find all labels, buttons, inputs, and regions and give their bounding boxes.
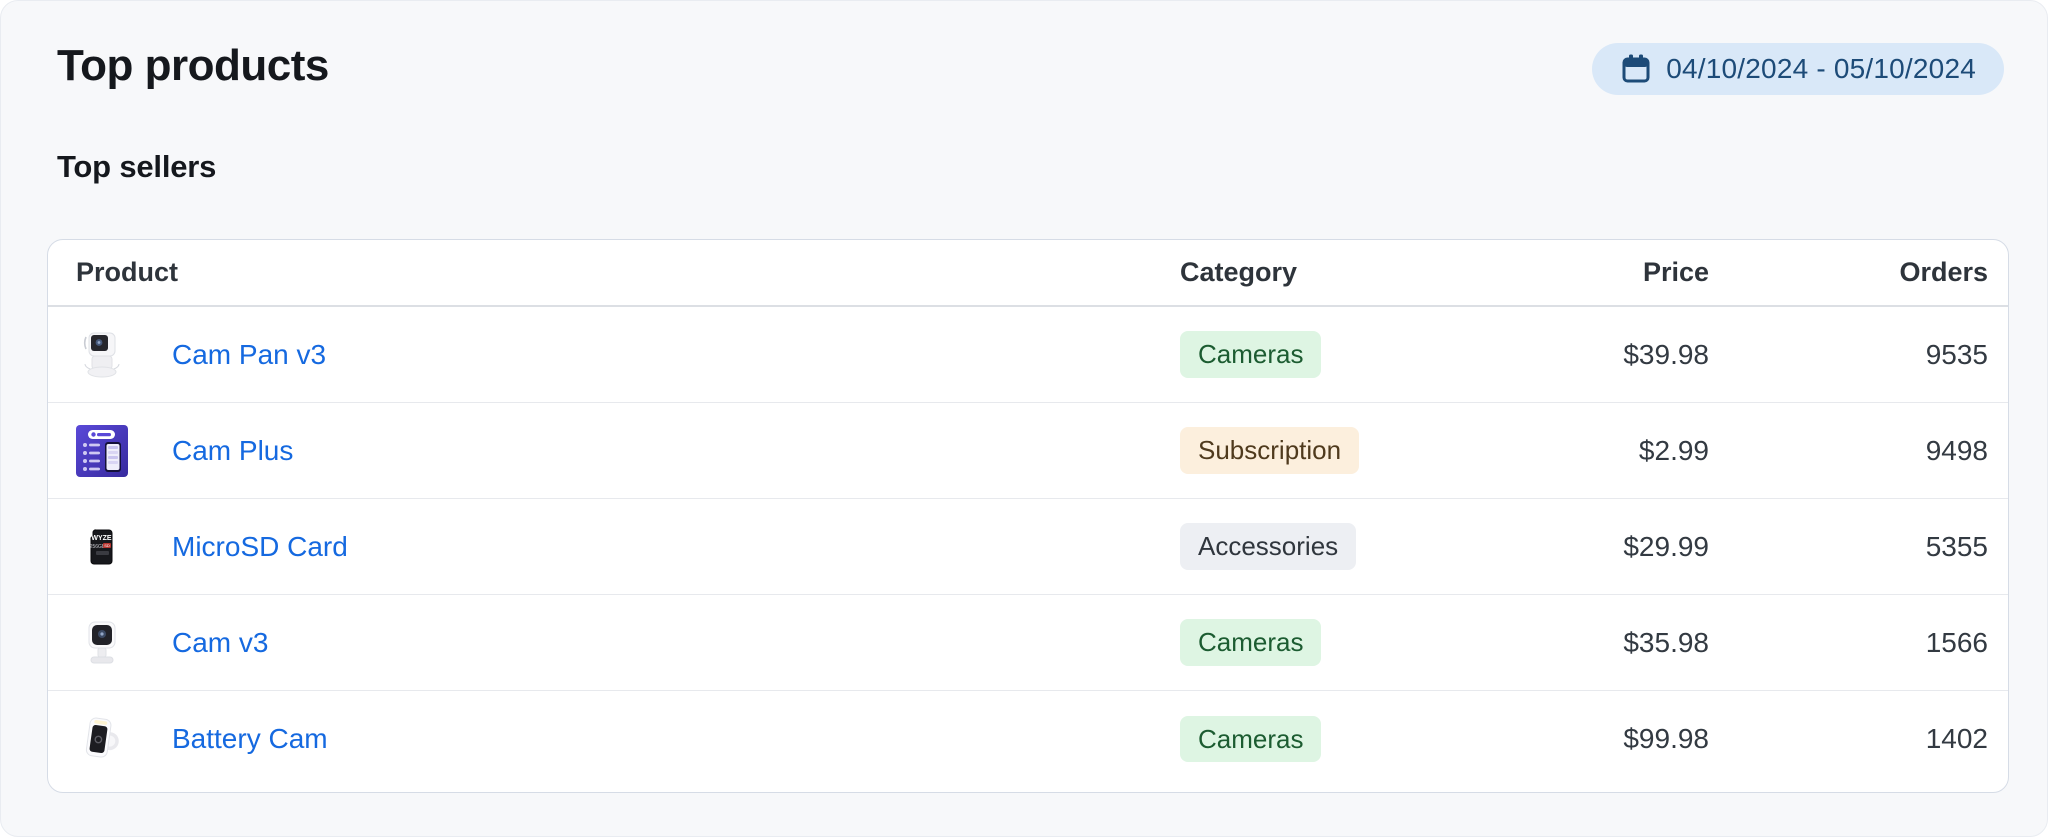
category-badge: Accessories bbox=[1180, 523, 1357, 570]
orders-value: 9535 bbox=[1925, 338, 1988, 370]
microsd-card-thumbnail[interactable]: WYZE 256GB SD bbox=[76, 521, 128, 573]
svg-text:256GB: 256GB bbox=[90, 544, 106, 550]
category-badge: Cameras bbox=[1180, 331, 1322, 378]
calendar-icon bbox=[1620, 53, 1652, 85]
section-title: Top sellers bbox=[57, 149, 217, 184]
cam-v3-thumbnail[interactable] bbox=[76, 617, 128, 669]
orders-value: 5355 bbox=[1925, 530, 1988, 562]
product-cell: WYZE 256GB SD MicroSD Card bbox=[48, 521, 1180, 573]
orders-value: 9498 bbox=[1925, 434, 1988, 466]
product-cell: Cam Pan v3 bbox=[48, 329, 1180, 381]
category-badge: Subscription bbox=[1180, 427, 1360, 474]
table-row: Cam Plus Subscription $2.99 9498 bbox=[48, 403, 2008, 499]
product-link[interactable]: Cam Plus bbox=[172, 434, 294, 466]
product-cell: Battery Cam bbox=[48, 713, 1180, 765]
price-value: $2.99 bbox=[1638, 434, 1709, 466]
table-row: Battery Cam Cameras $99.98 1402 bbox=[48, 691, 2008, 787]
product-link[interactable]: MicroSD Card bbox=[172, 530, 348, 562]
orders-value: 1402 bbox=[1925, 723, 1988, 754]
table-header-row: Product Category Price Orders bbox=[48, 240, 2008, 307]
price-value: $39.98 bbox=[1623, 338, 1709, 370]
column-header-price: Price bbox=[1642, 257, 1709, 287]
table-row: WYZE 256GB SD MicroSD Card Accessories $… bbox=[48, 499, 2008, 595]
battery-cam-thumbnail[interactable] bbox=[76, 713, 128, 765]
svg-text:WYZE: WYZE bbox=[91, 535, 112, 542]
column-header-category: Category bbox=[1180, 257, 1298, 287]
product-link[interactable]: Cam v3 bbox=[172, 626, 269, 658]
product-link[interactable]: Battery Cam bbox=[172, 723, 328, 754]
page-title: Top products bbox=[57, 41, 329, 90]
column-header-product: Product bbox=[76, 257, 179, 287]
product-link[interactable]: Cam Pan v3 bbox=[172, 338, 327, 370]
table-row: Cam Pan v3 Cameras $39.98 9535 bbox=[48, 307, 2008, 403]
date-range-label: 04/10/2024 - 05/10/2024 bbox=[1666, 53, 1976, 84]
price-value: $29.99 bbox=[1623, 530, 1709, 562]
date-range-picker[interactable]: 04/10/2024 - 05/10/2024 bbox=[1592, 43, 2004, 95]
orders-value: 1566 bbox=[1925, 626, 1988, 658]
cam-pan-v3-thumbnail[interactable] bbox=[76, 329, 128, 381]
price-value: $99.98 bbox=[1623, 723, 1709, 754]
category-badge: Cameras bbox=[1180, 619, 1322, 666]
top-sellers-table: Product Category Price Orders bbox=[47, 239, 2009, 793]
column-header-orders: Orders bbox=[1899, 257, 1988, 287]
table-row: Cam v3 Cameras $35.98 1566 bbox=[48, 595, 2008, 691]
cam-plus-thumbnail[interactable] bbox=[76, 424, 128, 477]
product-cell: Cam v3 bbox=[48, 617, 1180, 669]
product-cell: Cam Plus bbox=[48, 424, 1180, 477]
price-value: $35.98 bbox=[1623, 626, 1709, 658]
category-badge: Cameras bbox=[1180, 715, 1322, 763]
svg-text:SD: SD bbox=[104, 543, 110, 548]
